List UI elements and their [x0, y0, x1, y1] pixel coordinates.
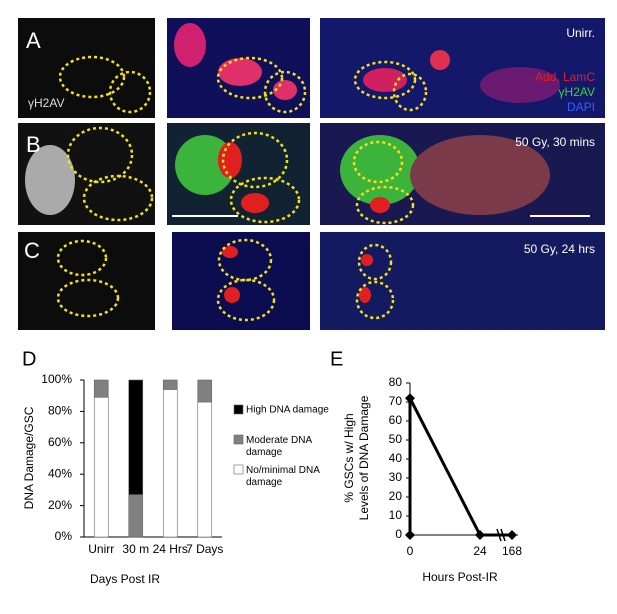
- blob: [430, 50, 450, 70]
- gsc-outline: [58, 55, 126, 99]
- y-tick-label: 20: [389, 489, 403, 503]
- image: [18, 232, 155, 330]
- legend-label: High DNA damage: [246, 405, 329, 416]
- gsc-outline: [216, 278, 276, 322]
- y-tick-label: 100%: [41, 372, 72, 386]
- y-tick-label: 40: [389, 451, 403, 465]
- blob: [218, 142, 242, 178]
- bar-segment: [128, 379, 144, 495]
- stain-name: γH2AV: [559, 85, 595, 99]
- x-axis-label: Hours Post-IR: [422, 570, 498, 584]
- blob: [224, 287, 240, 303]
- x-tick-label: 0: [407, 544, 414, 558]
- x-tick-label: 30 m: [122, 542, 149, 556]
- x-tick-label: Unirr: [88, 542, 114, 556]
- blob: [370, 197, 390, 213]
- data-point: [405, 393, 415, 404]
- condition-label: Unirr.: [566, 26, 595, 40]
- blob: [359, 287, 371, 303]
- panel-label: A: [26, 28, 41, 53]
- image: [320, 18, 605, 118]
- bar-segment: [162, 379, 178, 390]
- legend-label: Moderate DNA damage: [246, 435, 312, 458]
- stain-name: DAPI: [567, 100, 595, 114]
- blob: [174, 23, 206, 67]
- charts: D 0% 20% 40% 60% 80% 100% DNA Damage/GSC Days Po…: [22, 348, 522, 586]
- gsc-outline: [353, 60, 417, 100]
- blob: [480, 67, 560, 103]
- blob: [222, 246, 238, 258]
- y-axis-label-line: Levels of DNA Damage: [357, 395, 371, 520]
- x-tick-label: 168: [502, 544, 522, 558]
- y-axis-label: DNA Damage/GSC: [22, 406, 36, 509]
- y-tick-label: 80: [389, 375, 403, 389]
- blob: [410, 135, 550, 215]
- data-point: [475, 530, 485, 540]
- panel-label: B: [26, 132, 41, 157]
- y-tick-label: 0%: [55, 529, 73, 543]
- blob: [218, 58, 262, 86]
- gsc-outline: [392, 72, 428, 112]
- x-axis-label: Days Post IR: [90, 572, 160, 586]
- condition-label: 50 Gy, 24 hrs: [524, 242, 595, 256]
- y-tick-label: 80%: [48, 404, 72, 418]
- y-tick-label: 10: [389, 508, 403, 522]
- bar-segment: [128, 494, 144, 538]
- gsc-outline: [263, 70, 307, 114]
- y-tick-label: 70: [389, 394, 403, 408]
- blob: [25, 145, 75, 215]
- data-point: [507, 530, 517, 540]
- panel-label: E: [330, 348, 343, 370]
- y-tick-label: 0: [395, 527, 402, 541]
- blob: [363, 68, 407, 92]
- blob: [175, 135, 235, 195]
- blob: [361, 254, 373, 266]
- gsc-outline: [229, 176, 301, 224]
- gsc-outline: [56, 278, 120, 318]
- bar-segment: [162, 389, 178, 538]
- blob: [241, 193, 269, 213]
- data-line: [408, 397, 512, 537]
- gsc-outline: [82, 174, 154, 222]
- panel-label: C: [24, 238, 40, 263]
- data-point: [405, 530, 415, 540]
- stain-label: γH2AV: [28, 96, 64, 110]
- panel-label: D: [22, 348, 36, 370]
- y-axis-label: % GSCs w/ HighLevels of DNA Damage: [342, 395, 371, 520]
- micrographs: A B C γH2AV Unirr. 50 Gy, 30 mins 50 Gy,…: [18, 18, 605, 330]
- x-tick-label: 24 Hrs: [153, 542, 188, 556]
- y-tick-label: 60%: [48, 435, 72, 449]
- y-tick-label: 20%: [48, 498, 72, 512]
- gsc-outline: [357, 243, 393, 281]
- bar-segment: [93, 379, 109, 398]
- legend-swatch: [233, 464, 244, 475]
- gsc-outline: [352, 140, 404, 184]
- gsc-outline: [221, 131, 289, 189]
- y-tick-label: 50: [389, 432, 403, 446]
- bar-segment: [197, 379, 213, 403]
- stain-name: Add, LamC: [535, 70, 595, 84]
- gsc-outline: [355, 185, 415, 225]
- x-tick-label: 7 Days: [186, 542, 223, 556]
- gsc-outline: [217, 238, 273, 282]
- legend-swatch: [233, 434, 244, 445]
- y-tick-label: 60: [389, 413, 403, 427]
- y-tick-label: 30: [389, 470, 403, 484]
- gsc-outline: [56, 239, 108, 277]
- y-tick-label: 40%: [48, 466, 72, 480]
- image: [18, 18, 155, 118]
- bar-segment: [93, 396, 109, 538]
- gsc-outline: [216, 56, 284, 100]
- legend-swatch: [233, 404, 244, 415]
- gsc-outline: [355, 280, 395, 320]
- y-axis-label-line: % GSCs w/ High: [342, 413, 356, 502]
- gsc-outline: [66, 126, 134, 184]
- gsc-outline: [108, 70, 152, 114]
- condition-label: 50 Gy, 30 mins: [515, 135, 595, 149]
- legend-label: No/minimal DNA damage: [246, 465, 320, 488]
- bar-segment: [197, 401, 213, 538]
- x-tick-label: 24: [473, 544, 487, 558]
